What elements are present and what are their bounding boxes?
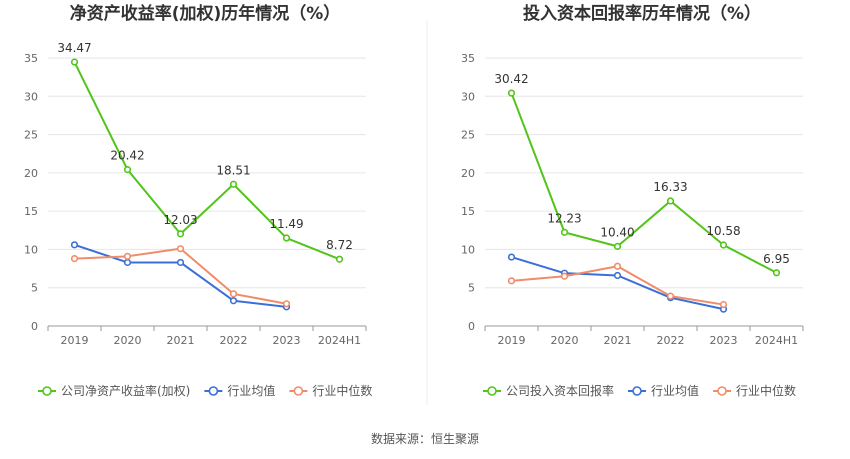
data-point (229, 180, 238, 188)
y-tick-label: 0 (31, 320, 38, 333)
legend-swatch-marker (717, 386, 727, 396)
y-tick-label: 35 (24, 52, 38, 65)
data-point (229, 297, 238, 305)
roic-chart: 投入资本回报率历年情况（%） 0 5 10 15 20 25 30 35 2019 2020 2021… (461, 3, 804, 398)
data-point (560, 228, 569, 236)
y-tick-label: 15 (461, 205, 475, 218)
data-label: 8.72 (326, 238, 353, 252)
y-tick-label: 20 (24, 167, 38, 180)
data-point (123, 252, 132, 260)
y-tick-label: 35 (461, 52, 475, 65)
y-tick-label: 25 (24, 129, 38, 142)
data-point (613, 262, 622, 270)
data-point (507, 253, 516, 261)
data-point (70, 58, 79, 66)
y-tick-label: 5 (468, 282, 475, 295)
legend-swatch-marker (632, 386, 642, 396)
data-label: 16.33 (653, 180, 687, 194)
legend-item[interactable]: 行业中位数 (713, 383, 796, 398)
data-point (772, 269, 781, 277)
legend-swatch-marker (293, 386, 304, 396)
legend-item[interactable]: 公司净资产收益率(加权) (38, 383, 190, 398)
data-point (282, 234, 291, 242)
x-tick-label: 2024H1 (755, 334, 798, 347)
legend-label: 行业均值 (651, 383, 699, 398)
data-label: 30.42 (494, 72, 528, 86)
x-tick-label: 2024H1 (318, 334, 361, 347)
data-point (719, 241, 728, 249)
legend-swatch-marker (208, 386, 219, 396)
legend-label: 行业中位数 (736, 383, 796, 398)
y-tick-label: 15 (24, 205, 38, 218)
y-tick-label: 20 (461, 167, 475, 180)
legend-item[interactable]: 行业中位数 (289, 383, 372, 398)
x-tick-label: 2019 (61, 334, 89, 347)
y-tick-label: 0 (468, 320, 475, 333)
data-label: 12.03 (163, 213, 197, 227)
data-label: 18.51 (216, 163, 250, 177)
data-point (613, 271, 622, 280)
legend-swatch-marker (487, 386, 497, 396)
data-point (507, 89, 516, 97)
data-point (507, 277, 516, 285)
data-label: 12.23 (547, 211, 581, 225)
y-tick-label: 30 (461, 90, 475, 103)
legend-label: 行业均值 (227, 383, 275, 398)
data-point (229, 290, 238, 298)
series-line (510, 92, 777, 274)
data-point (666, 292, 675, 300)
x-tick-label: 2020 (551, 334, 579, 347)
data-label: 11.49 (269, 217, 303, 231)
x-tick-label: 2021 (167, 334, 195, 347)
roe-chart: 净资产收益率(加权)历年情况（%） 0 5 10 15 20 25 30 35 2019 2020 2… (24, 3, 372, 398)
data-label: 10.40 (600, 225, 634, 239)
data-point (70, 241, 79, 249)
series-line (73, 61, 340, 261)
x-tick-label: 2020 (114, 334, 142, 347)
data-label: 34.47 (57, 41, 91, 55)
legend-label: 公司净资产收益率(加权) (61, 383, 190, 398)
data-label: 20.42 (110, 149, 144, 163)
legend-label: 公司投入资本回报率 (506, 383, 614, 398)
data-label: 6.95 (763, 252, 790, 266)
source-note: 数据来源：恒生聚源 (371, 431, 479, 446)
data-point (176, 230, 185, 238)
series-line (74, 247, 287, 305)
x-tick-label: 2023 (710, 334, 738, 347)
legend-item[interactable]: 公司投入资本回报率 (483, 383, 614, 398)
data-point (282, 300, 291, 308)
data-point (613, 242, 622, 250)
data-point (666, 197, 675, 205)
x-tick-label: 2023 (273, 334, 301, 347)
data-label: 10.58 (706, 224, 740, 238)
y-tick-label: 25 (461, 129, 475, 142)
data-point (335, 255, 344, 263)
data-point (176, 245, 185, 253)
y-tick-label: 10 (24, 243, 38, 256)
x-tick-label: 2022 (220, 334, 248, 347)
legend-item[interactable]: 行业均值 (204, 383, 275, 398)
chart-title: 投入资本回报率历年情况（%） (523, 3, 761, 24)
x-tick-label: 2019 (498, 334, 526, 347)
y-tick-label: 30 (24, 90, 38, 103)
chart-title: 净资产收益率(加权)历年情况（%） (70, 3, 341, 24)
data-point (719, 300, 728, 309)
y-tick-label: 5 (31, 282, 38, 295)
data-point (123, 258, 132, 267)
x-tick-label: 2021 (604, 334, 632, 347)
legend-item[interactable]: 行业均值 (628, 383, 699, 398)
data-point (176, 258, 185, 267)
data-point (123, 166, 132, 174)
x-tick-label: 2022 (657, 334, 685, 347)
data-point (560, 272, 569, 280)
legend-swatch-marker (42, 386, 52, 396)
legend-label: 行业中位数 (312, 383, 372, 398)
y-tick-label: 10 (461, 243, 475, 256)
data-point (70, 255, 79, 263)
